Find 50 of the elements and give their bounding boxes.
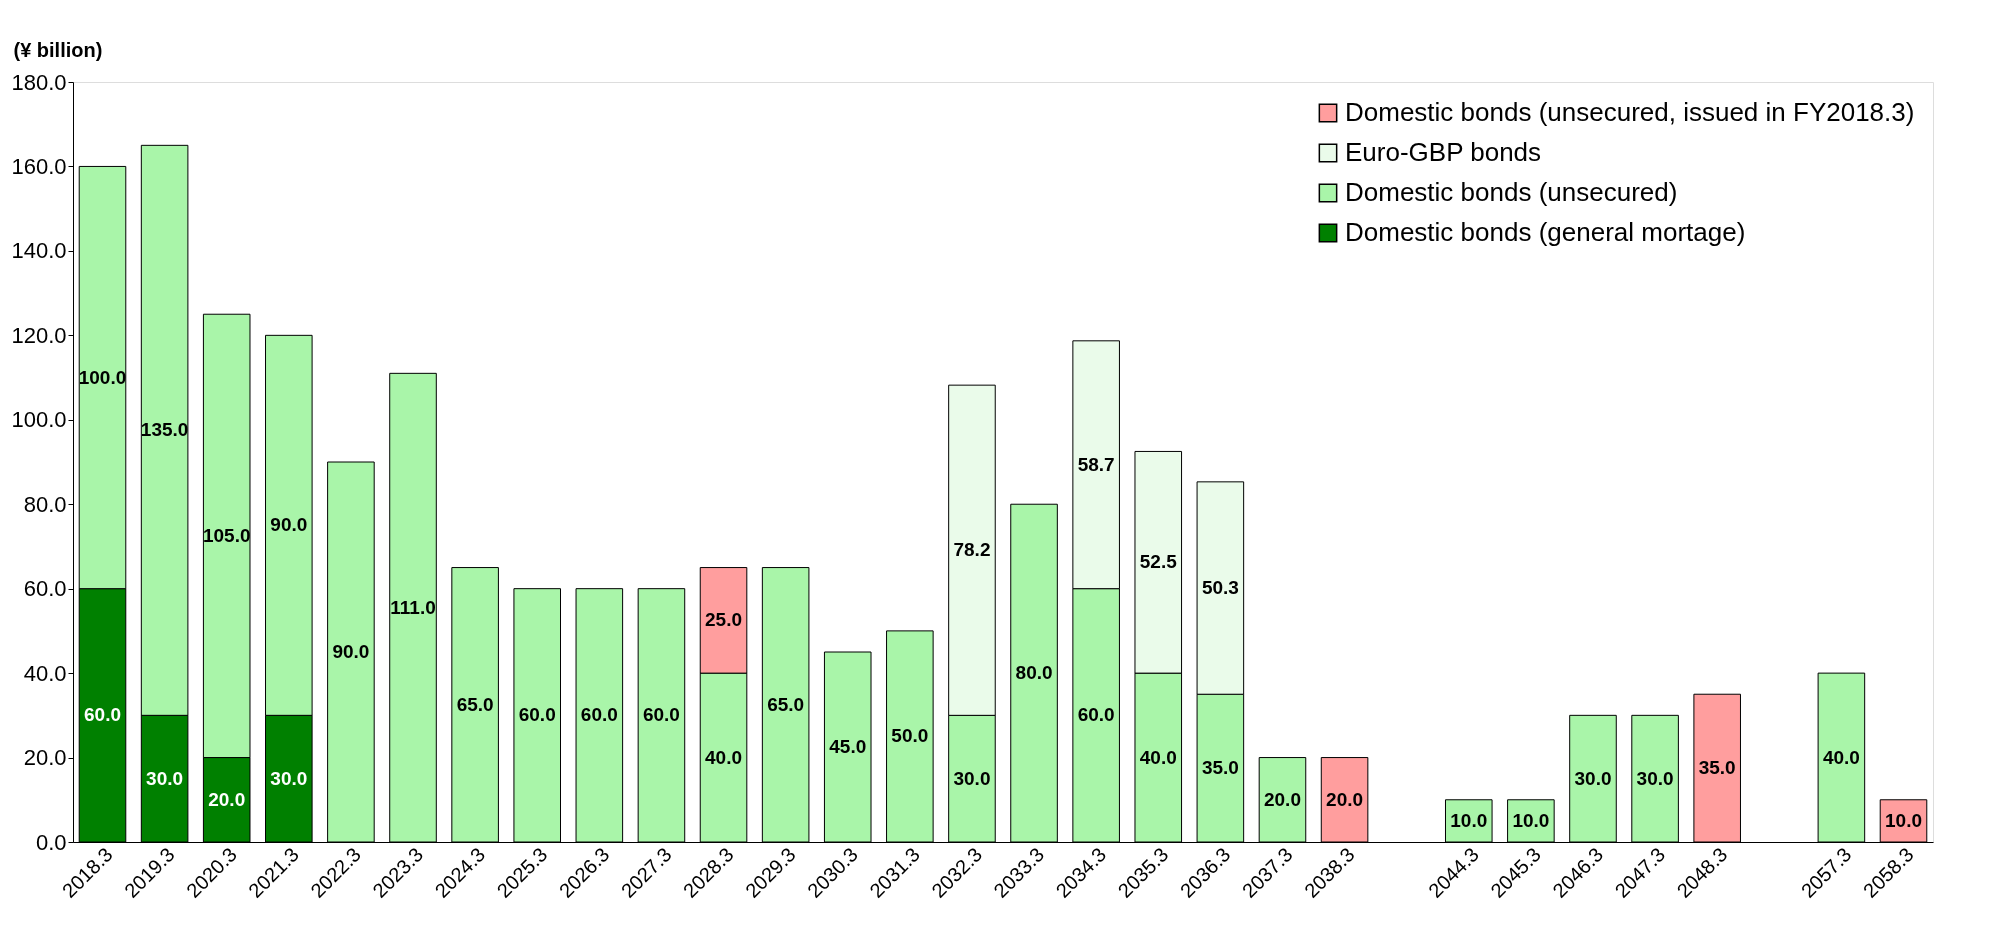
data-label: 90.0 bbox=[270, 514, 308, 536]
legend-label: Domestic bonds (unsecured) bbox=[1345, 177, 1678, 207]
data-label: 60.0 bbox=[642, 704, 680, 726]
y-tick-label: 180.0 bbox=[11, 69, 67, 95]
data-label: 30.0 bbox=[1636, 767, 1674, 789]
data-label: 52.5 bbox=[1139, 551, 1178, 573]
data-label: 60.0 bbox=[1077, 704, 1115, 726]
data-label: 65.0 bbox=[456, 693, 494, 715]
data-label: 25.0 bbox=[705, 609, 743, 631]
y-tick-label: 80.0 bbox=[23, 491, 67, 517]
data-label: 10.0 bbox=[1885, 809, 1922, 831]
data-label: 60.0 bbox=[518, 704, 556, 726]
y-tick-label: 0.0 bbox=[35, 829, 67, 855]
data-label: 10.0 bbox=[1450, 809, 1488, 831]
data-label: 80.0 bbox=[1015, 662, 1053, 684]
data-label: 20.0 bbox=[1263, 788, 1301, 810]
data-label: 50.0 bbox=[891, 725, 929, 747]
data-label: 10.0 bbox=[1512, 809, 1550, 831]
y-tick-label: 40.0 bbox=[23, 660, 67, 686]
y-tick-label: 60.0 bbox=[23, 576, 67, 602]
y-tick-label: 20.0 bbox=[23, 745, 67, 771]
data-label: 40.0 bbox=[705, 746, 743, 768]
data-label: 30.0 bbox=[1574, 767, 1612, 789]
data-label: 30.0 bbox=[953, 767, 991, 789]
data-label: 58.7 bbox=[1077, 453, 1115, 475]
legend-label: Domestic bonds (unsecured, issued in FY2018.3) bbox=[1345, 97, 1915, 127]
data-label: 40.0 bbox=[1822, 746, 1860, 768]
y-tick-label: 140.0 bbox=[11, 238, 67, 264]
data-label: 50.3 bbox=[1201, 577, 1239, 599]
data-label: 20.0 bbox=[208, 788, 246, 810]
y-tick-label: 120.0 bbox=[11, 322, 67, 348]
data-label: 90.0 bbox=[332, 641, 370, 662]
legend-label: Domestic bonds (general mortage) bbox=[1345, 217, 1746, 247]
y-tick-label: 100.0 bbox=[11, 407, 67, 433]
data-label: 105.0 bbox=[202, 524, 251, 546]
legend-label: Euro-GBP bonds bbox=[1345, 137, 1542, 167]
y-axis-title: (¥ billion) bbox=[13, 38, 103, 61]
data-label: 30.0 bbox=[270, 767, 308, 789]
data-label: 40.0 bbox=[1139, 746, 1177, 768]
data-label: 111.0 bbox=[390, 596, 436, 618]
data-label: 20.0 bbox=[1326, 788, 1364, 810]
data-label: 60.0 bbox=[580, 704, 618, 726]
data-label: 60.0 bbox=[84, 704, 121, 726]
y-tick-label: 160.0 bbox=[11, 153, 67, 179]
data-label: 30.0 bbox=[146, 767, 184, 789]
data-label: 65.0 bbox=[767, 693, 805, 715]
data-label: 35.0 bbox=[1201, 757, 1239, 779]
data-label: 78.2 bbox=[953, 539, 991, 561]
data-label: 35.0 bbox=[1698, 757, 1736, 779]
data-label: 45.0 bbox=[829, 736, 867, 757]
